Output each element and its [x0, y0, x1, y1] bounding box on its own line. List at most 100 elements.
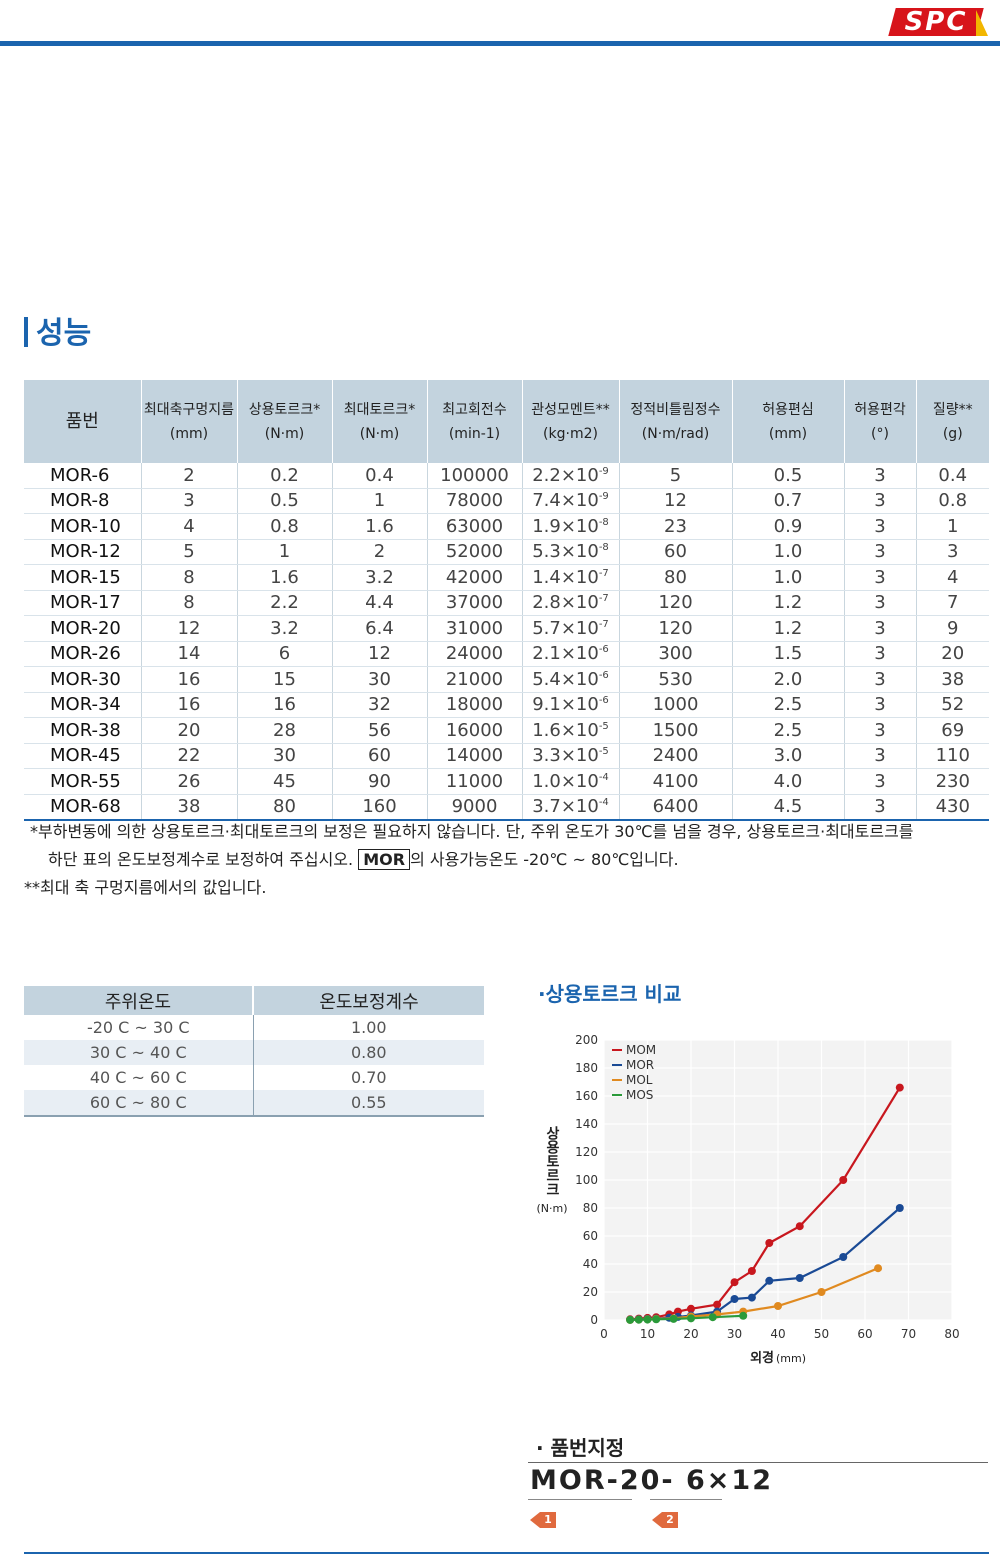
spec-cell-mass: 9	[916, 615, 989, 642]
spec-header-2: 상용토르크* (N·m)	[237, 380, 333, 463]
spec-cell-inertia: 5.7×10-7	[522, 615, 620, 642]
temp-cell-factor: 0.70	[350, 1068, 387, 1087]
spec-cell-pn: MOR-15	[24, 564, 142, 591]
spec-row: MOR-8 3 0.5 1 78000 7.4×10-9 12 0.7 3 0.8	[24, 488, 989, 514]
spec-row: MOR-17 8 2.2 4.4 37000 2.8×10-7 120 1.2 3 7	[24, 590, 989, 616]
spec-cell-stiff: 6400	[619, 794, 733, 821]
spec-row: MOR-55 26 45 90 11000 1.0×10-4 4100 4.0 3 230	[24, 768, 989, 795]
x-axis-unit: (mm)	[776, 1352, 806, 1365]
spec-cell-stiff: 12	[619, 488, 733, 514]
data-point-mos	[643, 1315, 652, 1324]
spec-cell-ang: 3	[844, 641, 917, 667]
data-point-mol	[774, 1302, 782, 1310]
spec-cell-ang: 3	[844, 794, 917, 821]
spec-cell-rpm: 42000	[427, 564, 523, 591]
spec-cell-bore: 16	[141, 692, 238, 718]
spec-cell-ang: 3	[844, 513, 917, 540]
spec-row: MOR-34 16 16 32 18000 9.1×10-6 1000 2.5 3 52	[24, 692, 989, 718]
spec-cell-ecc: 1.2	[732, 615, 845, 642]
y-tick-label: 60	[583, 1229, 598, 1243]
data-point-mos	[739, 1311, 748, 1320]
spec-row: MOR-38 20 28 56 16000 1.6×10-5 1500 2.5 3 69	[24, 717, 989, 744]
spec-cell-bore: 4	[141, 513, 238, 540]
spec-cell-stiff: 530	[619, 666, 733, 693]
spec-cell-max: 1.6	[332, 513, 428, 540]
temp-cell-factor: 1.00	[350, 1018, 387, 1037]
spec-cell-mass: 0.8	[916, 488, 989, 514]
spec-cell-stiff: 300	[619, 641, 733, 667]
y-tick-label: 20	[583, 1285, 598, 1299]
spec-cell-bore: 8	[141, 590, 238, 616]
spec-cell-rated: 16	[237, 692, 333, 718]
spec-cell-stiff: 120	[619, 615, 733, 642]
spec-cell-max: 32	[332, 692, 428, 718]
y-axis-label: 상용토르크	[544, 1126, 560, 1196]
spec-cell-pn: MOR-68	[24, 794, 142, 821]
spec-cell-ecc: 0.5	[732, 463, 845, 489]
part-number-code: MOR-20- 6×12	[530, 1465, 773, 1496]
data-point-mol	[874, 1264, 883, 1273]
spec-cell-rated: 30	[237, 743, 333, 769]
temp-row: 60 C ~ 80 C 0.55	[24, 1090, 484, 1117]
spec-cell-pn: MOR-26	[24, 641, 142, 667]
spec-cell-ecc: 4.5	[732, 794, 845, 821]
legend-label-mos: MOS	[626, 1088, 653, 1102]
part-number-divider	[528, 1462, 988, 1463]
spec-cell-pn: MOR-6	[24, 463, 142, 489]
spec-cell-stiff: 1500	[619, 717, 733, 744]
data-point-mor	[765, 1276, 774, 1285]
data-point-mom	[713, 1300, 722, 1309]
temp-row: 40 C ~ 60 C 0.70	[24, 1065, 484, 1090]
spec-cell-rpm: 63000	[427, 513, 523, 540]
y-tick-label: 180	[575, 1061, 598, 1075]
spec-cell-rated: 3.2	[237, 615, 333, 642]
data-point-mos	[708, 1313, 717, 1322]
spec-cell-ecc: 4.0	[732, 768, 845, 795]
spec-cell-ang: 3	[844, 768, 917, 795]
spec-cell-bore: 8	[141, 564, 238, 591]
spec-cell-bore: 26	[141, 768, 238, 795]
spec-cell-max: 3.2	[332, 564, 428, 591]
x-tick-label: 10	[640, 1327, 655, 1341]
spec-cell-rpm: 18000	[427, 692, 523, 718]
notes: *부하변동에 의한 상용토르크·최대토르크의 보정은 필요하지 않습니다. 단,…	[24, 818, 995, 902]
spec-cell-rpm: 100000	[427, 463, 523, 489]
spec-cell-pn: MOR-20	[24, 615, 142, 642]
spec-cell-ang: 3	[844, 666, 917, 693]
temp-cell-factor: 0.80	[253, 1040, 484, 1065]
spec-cell-ecc: 0.7	[732, 488, 845, 514]
spec-cell-rpm: 24000	[427, 641, 523, 667]
spec-cell-rated: 0.2	[237, 463, 333, 489]
spec-cell-bore: 3	[141, 488, 238, 514]
spec-cell-stiff: 1000	[619, 692, 733, 718]
spec-row: MOR-10 4 0.8 1.6 63000 1.9×10-8 23 0.9 3 1	[24, 513, 989, 540]
torque-comparison-chart: 0 20 40 60 80 100 120 140 160 180 200 0 10 20 30 40 50 60…	[536, 1033, 959, 1366]
y-tick-label: 200	[575, 1033, 598, 1047]
chart-title: ·상용토르크 비교	[538, 982, 682, 1006]
spec-cell-inertia: 5.3×10-8	[522, 539, 620, 565]
spec-cell-stiff: 23	[619, 513, 733, 540]
spec-cell-mass: 230	[916, 768, 989, 795]
note-2: **최대 축 구멍지름에서의 값입니다.	[24, 878, 267, 897]
spec-header-9: 질량** (g)	[916, 380, 989, 463]
spec-cell-bore: 14	[141, 641, 238, 667]
spec-cell-max: 30	[332, 666, 428, 693]
legend-label-mom: MOM	[626, 1043, 656, 1057]
spec-row: MOR-6 2 0.2 0.4 100000 2.2×10-9 5 0.5 3 0.4	[24, 463, 989, 489]
spec-cell-inertia: 5.4×10-6	[522, 666, 620, 693]
spec-cell-max: 2	[332, 539, 428, 565]
spec-cell-ang: 3	[844, 539, 917, 565]
spec-cell-mass: 1	[916, 513, 989, 540]
data-point-mor	[730, 1295, 739, 1303]
data-point-mom	[795, 1222, 804, 1231]
spec-header-3: 최대토르크* (N·m)	[332, 380, 428, 463]
temp-header-ambient: 주위온도	[24, 986, 254, 1015]
spec-cell-mass: 52	[916, 692, 989, 718]
spec-cell-mass: 7	[916, 590, 989, 616]
segment-line-2	[650, 1499, 722, 1500]
data-point-mos	[652, 1315, 661, 1324]
header-rule	[0, 41, 1000, 46]
y-tick-label: 0	[590, 1313, 598, 1327]
spec-cell-ecc: 3.0	[732, 743, 845, 769]
spec-cell-max: 0.4	[332, 463, 428, 489]
